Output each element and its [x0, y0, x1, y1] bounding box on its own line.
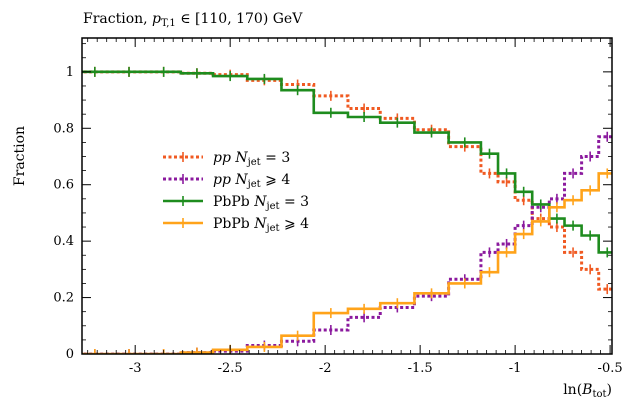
- legend-label: pp Njet = 3: [213, 150, 290, 168]
- plot-frame: [81, 37, 613, 355]
- legend-sub: jet: [265, 223, 279, 234]
- legend-var: PbPb: [213, 194, 250, 210]
- y-axis-label: Fraction: [12, 126, 28, 186]
- x-tick-label: -1.5: [408, 361, 433, 376]
- legend-sub: jet: [247, 179, 261, 190]
- x-tick-label: -1: [509, 361, 522, 376]
- series-line: [82, 70, 612, 291]
- plot-area: [82, 66, 612, 354]
- series-line: [82, 172, 612, 354]
- xlabel-sub: tot: [592, 389, 606, 400]
- x-axis-label: ln(Btot): [563, 382, 612, 400]
- title-sub: T,1: [161, 18, 176, 29]
- legend-rel: = 3: [280, 194, 310, 210]
- y-tick-label: 0: [66, 347, 74, 362]
- series-line: [82, 70, 612, 254]
- legend-n: N: [253, 216, 267, 232]
- y-tick-label: 0.6: [53, 178, 74, 193]
- y-axis: 0 0.2 0.4 0.6 0.8 1: [53, 43, 612, 362]
- y-tick-label: 1: [66, 65, 74, 80]
- legend-n: N: [234, 150, 248, 166]
- legend-label: pp Njet ⩾ 4: [213, 172, 290, 190]
- x-tick-label: -2: [319, 361, 332, 376]
- x-tick-label: -0.5: [598, 361, 623, 376]
- legend-rel: = 3: [261, 150, 291, 166]
- legend-var: PbPb: [213, 216, 250, 232]
- legend-var: pp: [213, 150, 231, 166]
- x-axis: -3 -2.5 -2 -1.5 -1 -0.5: [87, 38, 623, 376]
- series-line: [82, 135, 612, 354]
- legend-n: N: [253, 194, 267, 210]
- legend-label: PbPb Njet = 3: [213, 194, 309, 212]
- title-prefix: Fraction,: [83, 11, 152, 27]
- chart-title: Fraction, pT,1 ∈ [110, 170) GeV: [83, 11, 303, 29]
- y-tick-label: 0.8: [53, 121, 74, 136]
- title-suffix: ∈ [110, 170) GeV: [176, 11, 303, 27]
- legend-rel: ⩾ 4: [280, 216, 310, 232]
- legend-label: PbPb Njet ⩾ 4: [213, 216, 309, 234]
- legend-rel: ⩾ 4: [261, 172, 291, 188]
- y-tick-label: 0.4: [53, 234, 74, 249]
- x-tick-label: -3: [129, 361, 142, 376]
- y-tick-label: 0.2: [53, 291, 74, 306]
- xlabel-suffix: ): [607, 382, 612, 398]
- title-var: p: [152, 11, 161, 27]
- xlabel-prefix: ln(: [563, 382, 582, 398]
- xlabel-var: B: [581, 382, 592, 398]
- legend-sub: jet: [265, 201, 279, 212]
- legend-sub: jet: [247, 157, 261, 168]
- x-tick-label: -2.5: [218, 361, 243, 376]
- legend-n: N: [234, 172, 248, 188]
- legend-var: pp: [213, 172, 231, 188]
